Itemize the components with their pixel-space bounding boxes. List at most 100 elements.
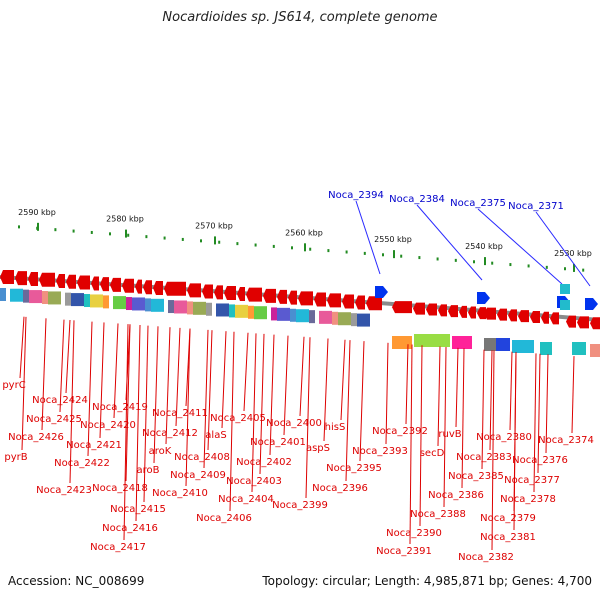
gene-label[interactable]: Noca_2379 — [480, 513, 536, 524]
label-leader — [87, 321, 93, 457]
gene-label[interactable]: Noca_2395 — [326, 463, 382, 474]
gene-label[interactable]: Noca_2396 — [312, 483, 368, 494]
label-leader — [491, 350, 495, 551]
gene-label[interactable]: aspS — [306, 443, 330, 454]
scale-dot — [545, 265, 548, 269]
gene-label[interactable]: Noca_2416 — [102, 523, 158, 534]
gene-label[interactable]: pyrB — [4, 452, 27, 463]
gene-label[interactable]: Noca_2390 — [386, 528, 442, 539]
gene-label[interactable]: aroB — [137, 465, 160, 476]
gene-arrow — [277, 289, 287, 304]
gene-label[interactable]: Noca_2422 — [54, 458, 110, 469]
label-leader — [269, 334, 275, 456]
gene-color-block — [332, 311, 338, 325]
gene-label[interactable]: Noca_2412 — [142, 428, 198, 439]
scale-major-tick — [573, 263, 575, 272]
gene-label[interactable]: Noca_2426 — [8, 432, 64, 443]
gene-label[interactable]: pyrC — [2, 380, 25, 391]
scale-major-tick — [484, 257, 486, 266]
gene-label[interactable]: Noca_2418 — [92, 483, 148, 494]
gene-label[interactable]: Noca_2421 — [66, 440, 122, 451]
label-leader — [443, 346, 447, 508]
gene-label[interactable]: Noca_2403 — [226, 476, 282, 487]
label-leader — [405, 344, 409, 425]
gene-label[interactable]: Noca_2385 — [448, 471, 504, 482]
gene-color-block — [84, 294, 90, 308]
gene-label[interactable]: alaS — [205, 430, 226, 441]
gene-label[interactable]: Noca_2393 — [352, 446, 408, 457]
gene-label[interactable]: hisS — [325, 422, 346, 433]
gene-label[interactable]: Noca_2376 — [512, 455, 568, 466]
gene-label[interactable]: Noca_2381 — [480, 532, 536, 543]
gene-arrow — [426, 303, 437, 316]
gene-label[interactable]: Noca_2378 — [500, 494, 556, 505]
gene-color-block — [42, 291, 48, 305]
gene-label[interactable]: Noca_2388 — [410, 509, 466, 520]
gene-arrow — [153, 280, 163, 295]
gene-color-block — [296, 309, 309, 323]
gene-label[interactable]: Noca_2415 — [110, 504, 166, 515]
gene-arrow — [298, 291, 313, 306]
label-leader — [489, 350, 493, 451]
gene-label[interactable]: Noca_2401 — [250, 437, 306, 448]
gene-label[interactable]: Noca_2410 — [152, 488, 208, 499]
scale-dot — [218, 240, 221, 244]
gene-label[interactable]: Noca_2383 — [456, 452, 512, 463]
highlight-gene-label[interactable]: Noca_2394 — [328, 190, 384, 201]
label-leader — [340, 339, 346, 421]
label-leader — [533, 353, 537, 493]
gene-arrow — [438, 304, 447, 317]
gene-label[interactable]: Noca_2400 — [266, 418, 322, 429]
gene-label[interactable]: Noca_2405 — [210, 413, 266, 424]
gene-label[interactable]: Noca_2423 — [36, 485, 92, 496]
gene-color-block — [206, 302, 212, 316]
gene-arrow — [143, 280, 152, 295]
gene-labels: pyrC Noca_2424 Noca_2425 Noca_2426 pyrB Noca_… — [2, 380, 594, 563]
label-leader — [385, 342, 389, 445]
gene-label[interactable]: Noca_2380 — [476, 432, 532, 443]
gene-label[interactable]: Noca_2386 — [428, 490, 484, 501]
scale-dot — [491, 261, 494, 265]
label-leader — [437, 346, 441, 447]
gene-arrow — [263, 288, 276, 303]
gene-arrow — [202, 284, 213, 299]
gene-arrow — [122, 278, 134, 293]
gene-arrow — [518, 310, 529, 323]
label-leader — [65, 319, 71, 394]
gene-label[interactable]: Noca_2424 — [32, 395, 88, 406]
gene-label[interactable]: Noca_2391 — [376, 546, 432, 557]
highlight-gene-label[interactable]: Noca_2371 — [508, 201, 564, 212]
scale-dot — [54, 228, 57, 232]
gene-label[interactable]: Noca_2399 — [272, 500, 328, 511]
gene-arrow — [246, 287, 262, 302]
scale-kbp-label: 2530 kbp — [554, 249, 592, 258]
scale-kbp-label: 2590 kbp — [18, 208, 56, 217]
gene-label[interactable]: Noca_2425 — [26, 414, 82, 425]
gene-label[interactable]: Noca_2382 — [458, 552, 514, 563]
gene-label[interactable]: Noca_2411 — [152, 408, 208, 419]
scale-dot — [127, 233, 130, 237]
label-leader — [345, 340, 351, 482]
gene-label[interactable]: Noca_2409 — [170, 470, 226, 481]
gene-label[interactable]: Noca_2392 — [372, 426, 428, 437]
scale-dot — [527, 264, 530, 268]
gene-label[interactable]: Noca_2374 — [538, 435, 594, 446]
gene-label[interactable]: Noca_2377 — [504, 475, 560, 486]
gene-label[interactable]: Noca_2404 — [218, 494, 274, 505]
gene-color-block — [145, 298, 151, 312]
gene-label[interactable]: secD — [420, 448, 445, 459]
gene-label[interactable]: aroK — [149, 446, 172, 457]
highlight-gene-label[interactable]: Noca_2384 — [389, 194, 445, 205]
gene-label[interactable]: Noca_2406 — [196, 513, 252, 524]
highlight-gene-label[interactable]: Noca_2375 — [450, 198, 506, 209]
gene-color-block — [216, 303, 229, 317]
gene-label[interactable]: Noca_2420 — [80, 420, 136, 431]
gene-label[interactable]: ruvB — [438, 429, 461, 440]
scale-major-tick — [214, 236, 216, 245]
gene-arrow — [566, 315, 576, 328]
gene-label[interactable]: Noca_2402 — [236, 457, 292, 468]
gene-label[interactable]: Noca_2417 — [90, 542, 146, 553]
gene-label[interactable]: Noca_2419 — [92, 402, 148, 413]
gene-label[interactable]: Noca_2408 — [174, 452, 230, 463]
